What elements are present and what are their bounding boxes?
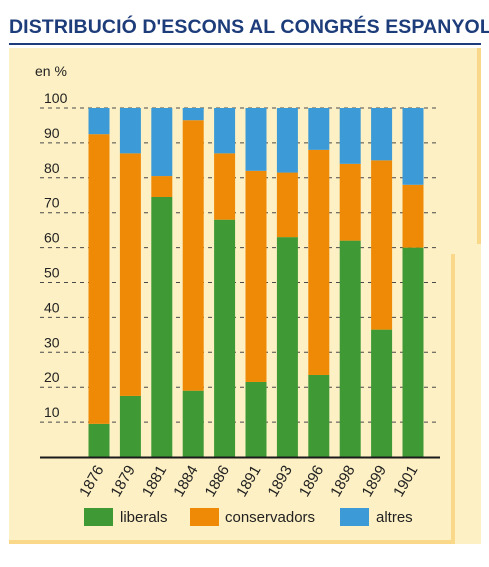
legend-swatch-conservadors	[190, 508, 219, 526]
bar-segment-liberals	[308, 374, 330, 457]
y-tick-label: 60	[44, 230, 60, 246]
x-tick-label: 1884	[170, 463, 201, 500]
x-tick-label: 1901	[390, 463, 421, 500]
bar-segment-altres	[151, 108, 173, 177]
bar-segment-conservadors	[339, 163, 361, 241]
y-axis-unit-label: en %	[35, 63, 67, 79]
x-tick-label: 1879	[107, 463, 138, 500]
bar-segment-liberals	[88, 423, 110, 457]
legend-swatch-altres	[340, 508, 369, 526]
legend-swatch-liberals	[84, 508, 113, 526]
x-tick-label: 1893	[264, 463, 295, 500]
title-underline	[9, 43, 481, 45]
y-tick-label: 50	[44, 265, 60, 281]
bar-segment-liberals	[182, 390, 204, 457]
y-tick-label: 80	[44, 160, 60, 176]
bar-segment-altres	[88, 108, 110, 135]
x-tick-label: 1898	[327, 463, 358, 500]
y-tick-label: 90	[44, 125, 60, 141]
x-tick-label: 1899	[359, 463, 390, 500]
bar-segment-conservadors	[151, 176, 173, 197]
y-tick-label: 70	[44, 195, 60, 211]
bar-segment-altres	[182, 108, 204, 121]
y-tick-label: 40	[44, 299, 60, 315]
x-tick-label: 1881	[139, 463, 170, 500]
bar-segment-liberals	[214, 219, 236, 457]
bar-segment-liberals	[276, 237, 298, 457]
bar-segment-conservadors	[119, 153, 141, 396]
panel-border	[477, 48, 481, 244]
bar-segment-liberals	[371, 329, 393, 457]
bar-segment-altres	[245, 108, 267, 171]
x-tick-label: 1891	[233, 463, 264, 500]
bar-segment-altres	[119, 108, 141, 154]
bar-segment-altres	[276, 108, 298, 173]
bar-segment-liberals	[339, 240, 361, 457]
bar-segment-conservadors	[182, 120, 204, 391]
y-tick-label: 100	[44, 90, 68, 106]
y-tick-label: 10	[44, 404, 60, 420]
bar-segment-conservadors	[276, 172, 298, 238]
legend-label-conservadors: conservadors	[225, 509, 315, 526]
bar-segment-altres	[308, 108, 330, 150]
bar-segment-conservadors	[402, 184, 424, 248]
y-tick-label: 30	[44, 334, 60, 350]
bar-segment-altres	[402, 108, 424, 185]
bar-segment-altres	[371, 108, 393, 161]
x-tick-label: 1886	[202, 463, 233, 500]
chart-panel	[9, 48, 481, 544]
bar-segment-conservadors	[88, 134, 110, 424]
chart-title: DISTRIBUCIÓ D'ESCONS AL CONGRÉS ESPANYOL	[9, 16, 489, 38]
bar-segment-liberals	[119, 395, 141, 457]
panel-border	[9, 540, 455, 544]
bar-segment-altres	[214, 108, 236, 154]
bar-segment-conservadors	[308, 149, 330, 375]
panel-border	[451, 254, 455, 544]
bar-segment-conservadors	[245, 170, 267, 382]
bar-segment-liberals	[245, 381, 267, 457]
legend-label-liberals: liberals	[120, 509, 168, 526]
bar-segment-conservadors	[371, 160, 393, 330]
y-tick-label: 20	[44, 369, 60, 385]
bar-segment-liberals	[402, 247, 424, 457]
x-tick-label: 1896	[296, 463, 327, 500]
bar-segment-liberals	[151, 196, 173, 457]
bar-segment-conservadors	[214, 153, 236, 220]
x-tick-label: 1876	[76, 463, 107, 500]
legend-label-altres: altres	[376, 509, 413, 526]
bar-segment-altres	[339, 108, 361, 164]
